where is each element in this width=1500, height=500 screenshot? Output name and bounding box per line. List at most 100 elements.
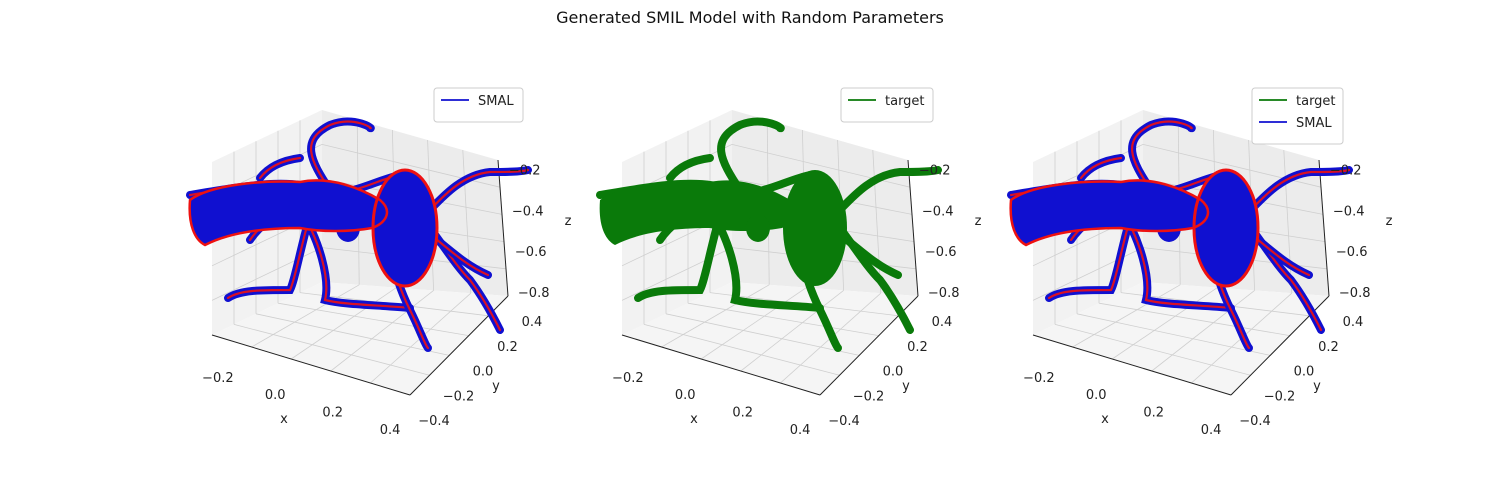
mesh-limb-edge	[1079, 156, 1123, 180]
legend-box	[1251, 87, 1344, 145]
grid-line	[740, 290, 844, 372]
mesh-limb-edge	[310, 120, 372, 192]
x-tick-label: −0.2	[202, 371, 234, 386]
y-tick-label: −0.2	[853, 389, 885, 404]
x-axis-line	[211, 334, 411, 396]
mesh-head	[373, 170, 437, 286]
mesh-limb-edge	[1047, 213, 1133, 300]
mesh-head-edge	[371, 168, 439, 288]
z-tick-label: −0.6	[515, 245, 547, 260]
mesh-head	[783, 170, 847, 286]
legend-box	[433, 87, 524, 123]
y-tick-label: 0.4	[1343, 315, 1364, 330]
grid-line	[255, 313, 450, 356]
mesh-limb	[634, 211, 724, 302]
y-axis-label: y	[1313, 379, 1321, 394]
z-tick-label: −0.8	[928, 286, 960, 301]
grid-line	[1098, 302, 1290, 336]
z-tick-label: −0.4	[1333, 204, 1365, 219]
y-axis-label: y	[492, 379, 500, 394]
grid-line	[643, 324, 840, 376]
z-tick-label: −0.8	[518, 286, 550, 301]
x-axis-label: x	[280, 412, 288, 427]
mesh-belly	[336, 214, 360, 242]
pane-floor	[212, 282, 508, 395]
grid-line	[661, 284, 770, 348]
grid-line	[1076, 313, 1271, 356]
mesh	[1007, 117, 1353, 352]
y-tick-label: −0.2	[1264, 389, 1296, 404]
grid-line	[1151, 290, 1255, 372]
grid-line	[277, 302, 469, 336]
y-tick-label: 0.2	[907, 340, 928, 355]
x-tick-label: −0.2	[612, 371, 644, 386]
z-axis-line	[497, 159, 509, 297]
grid-line	[665, 313, 860, 356]
x-tick-label: 0.0	[1086, 388, 1107, 403]
x-tick-label: 0.4	[380, 423, 401, 438]
z-tick-label: −0.2	[1330, 164, 1362, 179]
x-tick-label: 0.2	[322, 406, 343, 421]
x-tick-label: 0.0	[675, 388, 696, 403]
grid-line	[330, 290, 434, 372]
x-tick-label: 0.0	[265, 388, 286, 403]
y-tick-label: 0.0	[1294, 365, 1315, 380]
mesh-limb	[666, 154, 714, 182]
y-tick-label: 0.4	[932, 315, 953, 330]
mesh	[186, 117, 532, 352]
y-tick-label: 0.0	[473, 365, 494, 380]
legend-label: target	[885, 94, 925, 109]
pane-floor	[1033, 282, 1329, 395]
grid-line	[251, 284, 360, 348]
grid-line	[1072, 284, 1181, 348]
mesh-head-edge	[1192, 168, 1260, 288]
x-tick-label: 0.2	[732, 406, 753, 421]
grid-line	[621, 143, 911, 197]
grid-line	[1032, 143, 1322, 197]
mesh-belly	[1157, 214, 1181, 242]
mesh-belly	[746, 214, 770, 242]
y-axis-label: y	[902, 379, 910, 394]
z-tick-label: −0.4	[512, 204, 544, 219]
legend-label: SMAL	[478, 94, 514, 109]
z-axis-line	[1318, 159, 1330, 297]
panel-middle: −0.20.00.20.40.40.20.0−0.2−0.4−0.2−0.4−0…	[596, 87, 982, 438]
mesh-limb-edge	[1119, 208, 1233, 310]
grid-line	[1111, 287, 1218, 360]
mesh-limb	[706, 206, 824, 312]
mesh-head	[1194, 170, 1258, 286]
grid-line	[700, 287, 807, 360]
z-axis-label: z	[1386, 214, 1393, 229]
grid-line	[687, 302, 879, 336]
legend-label: target	[1296, 94, 1336, 109]
x-tick-label: 0.4	[790, 423, 811, 438]
y-tick-label: −0.2	[443, 389, 475, 404]
y-tick-label: 0.0	[883, 365, 904, 380]
y-tick-label: −0.4	[418, 414, 450, 429]
x-tick-label: 0.4	[1201, 423, 1222, 438]
mesh-limb	[717, 117, 785, 194]
panel-left: −0.20.00.20.40.40.20.0−0.2−0.4−0.2−0.4−0…	[186, 87, 572, 438]
mesh	[596, 117, 942, 352]
panel-right: −0.20.00.20.40.40.20.0−0.2−0.4−0.2−0.4−0…	[1007, 87, 1393, 438]
legend-label: SMAL	[1296, 116, 1332, 131]
y-tick-label: −0.4	[1239, 414, 1271, 429]
mesh-limb-edge	[423, 168, 530, 217]
z-axis-label: z	[565, 214, 572, 229]
mesh-limb-edge	[298, 208, 412, 310]
mesh-limb-edge	[1244, 168, 1351, 217]
z-tick-label: −0.4	[922, 204, 954, 219]
z-tick-label: −0.8	[1339, 286, 1371, 301]
figure-title: Generated SMIL Model with Random Paramet…	[556, 8, 944, 27]
x-tick-label: −0.2	[1023, 371, 1055, 386]
y-tick-label: −0.4	[828, 414, 860, 429]
z-tick-label: −0.6	[925, 245, 957, 260]
x-axis-line	[1032, 334, 1232, 396]
z-tick-label: −0.6	[1336, 245, 1368, 260]
x-axis-line	[621, 334, 821, 396]
mesh-limb-edge	[1131, 120, 1193, 192]
y-tick-label: 0.2	[497, 340, 518, 355]
z-tick-label: −0.2	[919, 164, 951, 179]
x-tick-label: 0.2	[1143, 406, 1164, 421]
